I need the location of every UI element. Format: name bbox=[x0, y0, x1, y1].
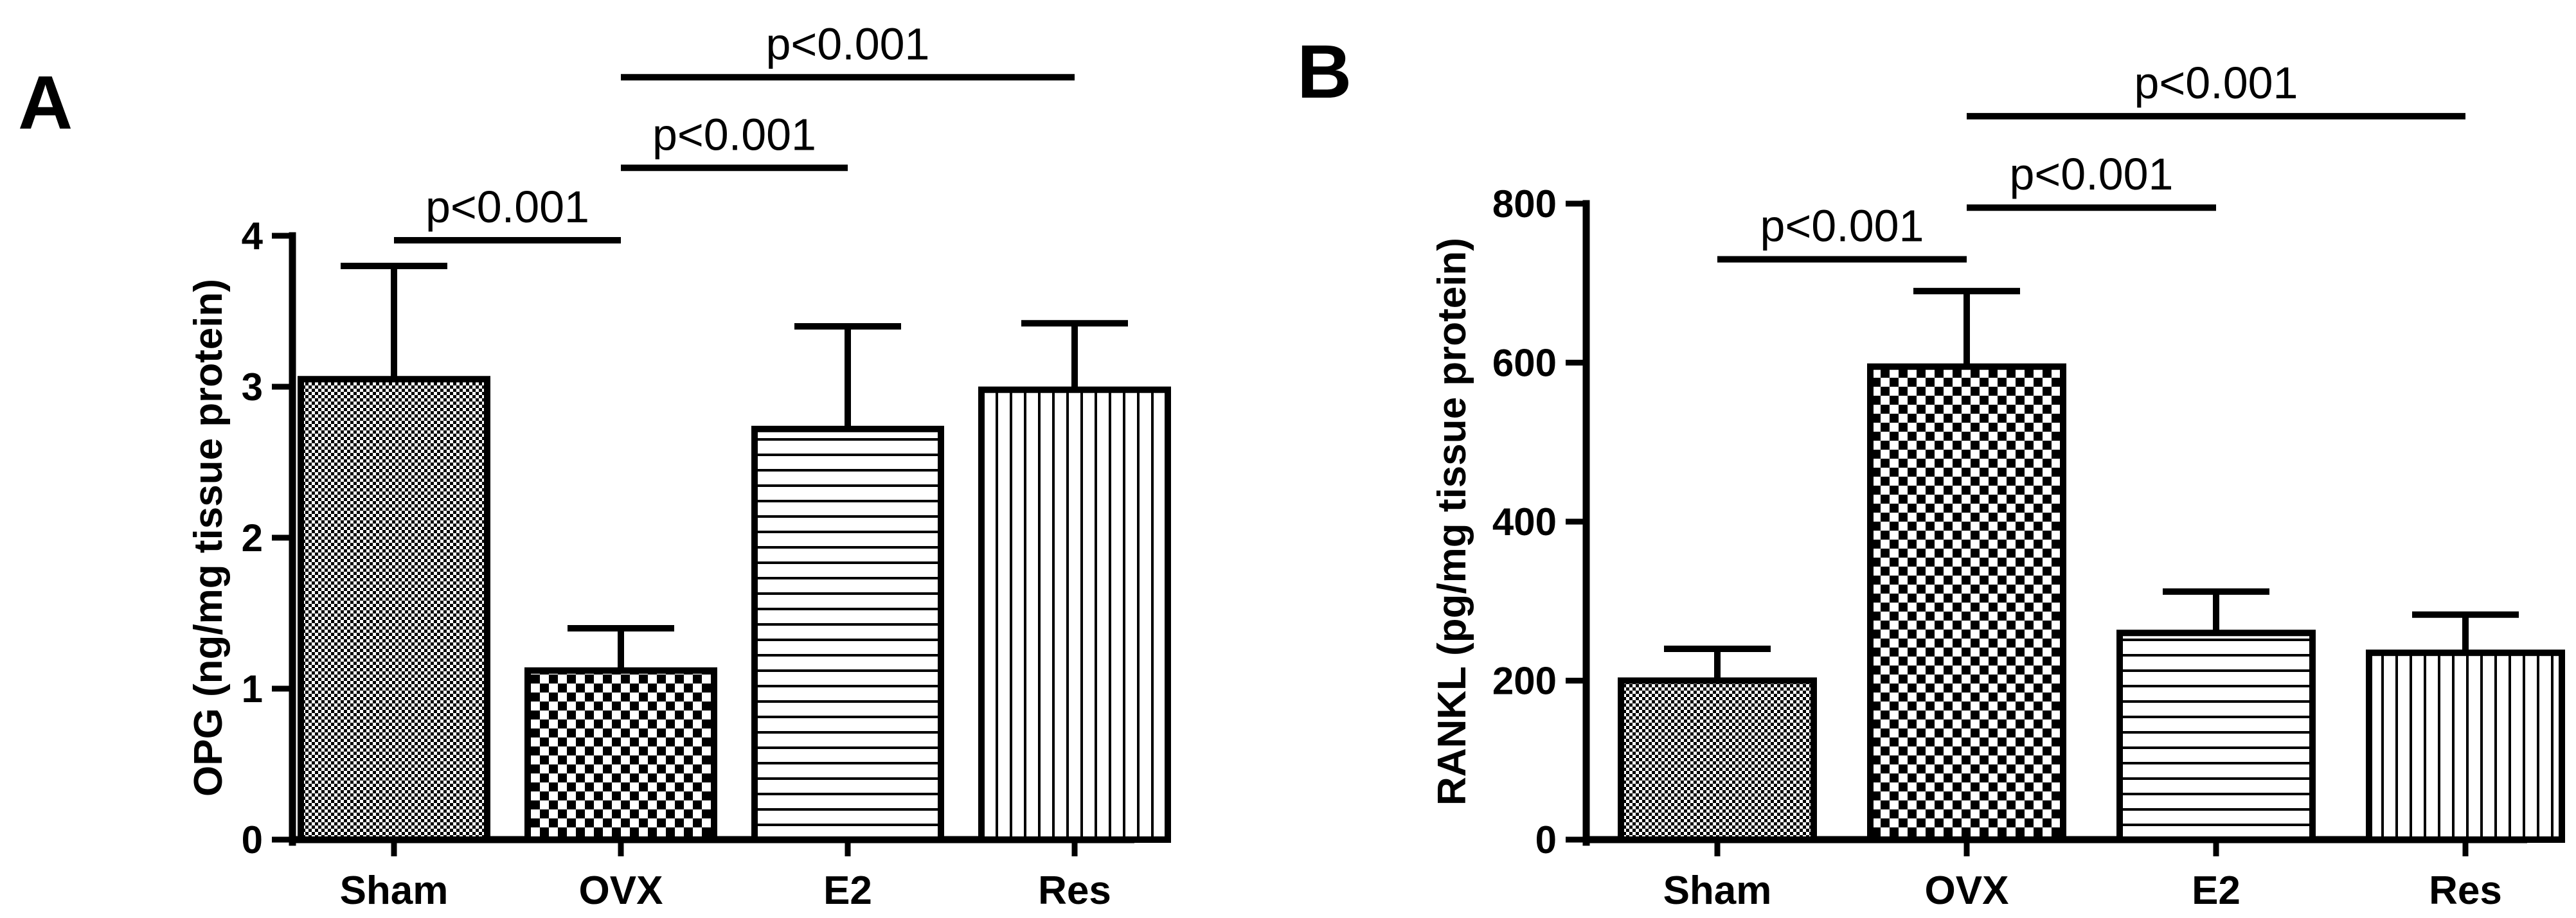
rankl-category-label-ovx: OVX bbox=[1925, 869, 2009, 913]
opg-y-tick-label: 2 bbox=[242, 516, 263, 560]
panel-letter-b: B bbox=[1297, 30, 1352, 114]
rankl-category-label-res: Res bbox=[2429, 869, 2502, 913]
rankl-significance-label-1: p<0.001 bbox=[1760, 201, 1924, 251]
opg-category-label-ovx: OVX bbox=[579, 869, 663, 913]
rankl-bar-e2 bbox=[2116, 630, 2316, 843]
rankl-bar-ovx bbox=[1867, 363, 2066, 843]
opg-y-tick-label: 0 bbox=[242, 818, 263, 861]
rankl-bar-res bbox=[2366, 649, 2565, 843]
opg-significance-label-1: p<0.001 bbox=[425, 182, 589, 232]
opg-bar-res bbox=[978, 386, 1171, 843]
rankl-bar-sham bbox=[1618, 677, 1817, 843]
opg-y-tick-label: 4 bbox=[242, 215, 264, 258]
rankl-y-tick-label: 400 bbox=[1492, 500, 1557, 543]
rankl-chart-panel: B 0 200 400 600 800 RANKL (pg/mg tissue protei… bbox=[1297, 30, 2565, 913]
opg-bar-ovx bbox=[524, 667, 717, 843]
opg-y-tick-label: 1 bbox=[242, 667, 263, 711]
opg-chart-panel: A 0 1 2 3 4 OPG (ng/mg tissue protein) Sham OVX E… bbox=[18, 19, 1171, 913]
opg-category-label-sham: Sham bbox=[340, 869, 449, 913]
rankl-y-tick-label: 800 bbox=[1492, 182, 1557, 225]
opg-bar-sham bbox=[298, 376, 490, 843]
opg-y-tick-label: 3 bbox=[242, 366, 263, 409]
rankl-y-tick-label: 200 bbox=[1492, 660, 1557, 703]
opg-significance-label-2: p<0.001 bbox=[652, 109, 816, 159]
rankl-significance-label-2: p<0.001 bbox=[2010, 149, 2174, 199]
rankl-y-axis-title: RANKL (pg/mg tissue protein) bbox=[1430, 238, 1474, 806]
rankl-significance-label-3: p<0.001 bbox=[2134, 58, 2298, 108]
opg-category-label-e2: E2 bbox=[823, 869, 872, 913]
rankl-y-tick-label: 0 bbox=[1535, 818, 1557, 861]
panel-letter-a: A bbox=[18, 60, 73, 145]
rankl-category-label-sham: Sham bbox=[1663, 869, 1772, 913]
opg-significance-label-3: p<0.001 bbox=[766, 19, 930, 69]
rankl-y-tick-label: 600 bbox=[1492, 342, 1557, 385]
opg-bar-e2 bbox=[751, 425, 944, 843]
opg-y-axis-title: OPG (ng/mg tissue protein) bbox=[186, 279, 231, 797]
rankl-category-label-e2: E2 bbox=[2192, 869, 2241, 913]
opg-category-label-res: Res bbox=[1038, 869, 1111, 913]
